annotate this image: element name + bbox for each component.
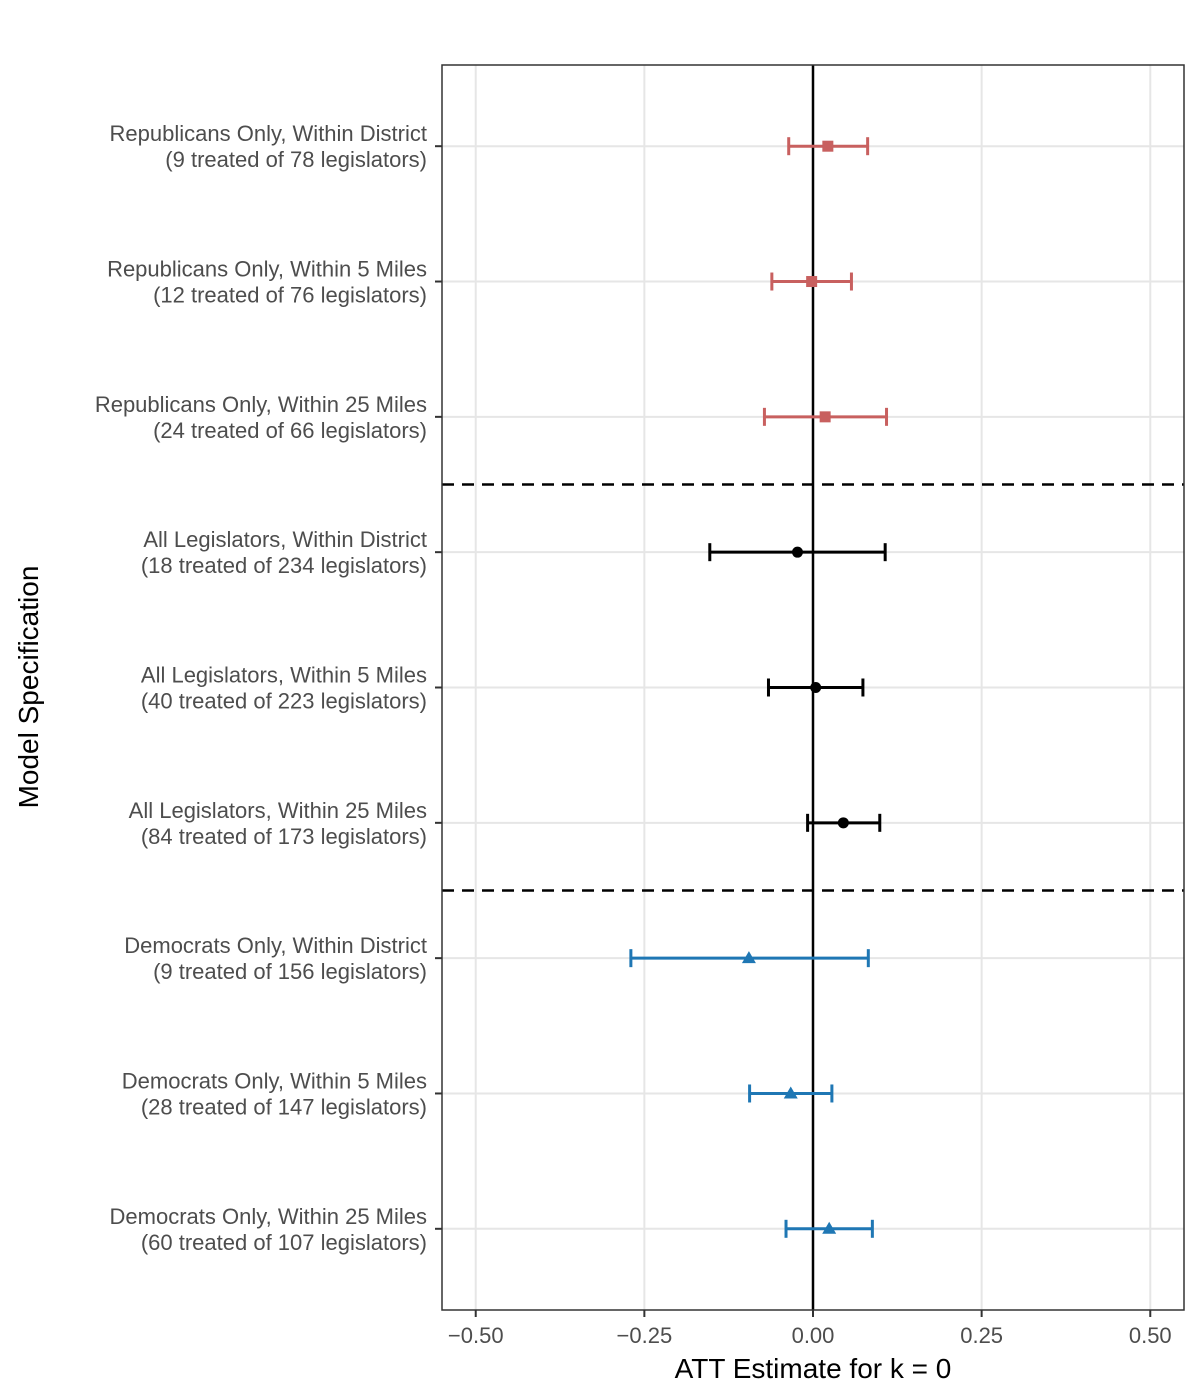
estimate-row-0 [787, 137, 870, 156]
y-label-2-line2: (24 treated of 66 legislators) [153, 418, 427, 443]
estimate-row-2 [762, 407, 889, 426]
x-tick-label-2: 0.00 [792, 1323, 835, 1348]
y-label-0-line1: Republicans Only, Within District [110, 121, 427, 146]
x-tick-label-0: −0.50 [448, 1323, 504, 1348]
x-tick-label-1: −0.25 [617, 1323, 673, 1348]
point-estimate-0 [822, 140, 834, 152]
y-label-8-line1: Democrats Only, Within 25 Miles [110, 1204, 427, 1229]
point-estimate-4 [810, 682, 822, 693]
estimate-row-8 [784, 1219, 874, 1238]
x-axis-labels: −0.50 −0.25 0.00 0.25 0.50 [448, 1323, 1172, 1348]
y-label-1-line1: Republicans Only, Within 5 Miles [107, 257, 427, 282]
point-estimate-6 [741, 951, 756, 964]
point-estimate-2 [819, 411, 831, 423]
point-estimate-7 [783, 1086, 798, 1099]
y-label-7-line2: (28 treated of 147 legislators) [141, 1094, 427, 1119]
point-estimate-3 [791, 546, 803, 558]
y-axis-title: Model Specification [13, 566, 44, 809]
y-label-4-line1: All Legislators, Within 5 Miles [141, 663, 427, 688]
axis-ticks [435, 145, 1152, 1317]
estimate-row-1 [770, 272, 853, 291]
y-label-5-line1: All Legislators, Within 25 Miles [129, 798, 427, 823]
point-estimate-1 [806, 276, 818, 288]
x-tick-label-3: 0.25 [960, 1323, 1003, 1348]
estimate-row-3 [708, 543, 887, 562]
y-label-1-line2: (12 treated of 76 legislators) [153, 283, 427, 308]
estimate-row-6 [629, 949, 870, 968]
y-label-5-line2: (84 treated of 173 legislators) [141, 824, 427, 849]
point-estimate-8 [822, 1221, 837, 1234]
y-label-4-line2: (40 treated of 223 legislators) [141, 689, 427, 714]
estimate-row-4 [766, 678, 865, 697]
y-label-8-line2: (60 treated of 107 legislators) [141, 1230, 427, 1255]
x-tick-label-4: 0.50 [1129, 1323, 1172, 1348]
estimates [629, 137, 889, 1238]
estimate-row-5 [806, 813, 882, 832]
y-label-3-line2: (18 treated of 234 legislators) [141, 553, 427, 578]
y-label-0-line2: (9 treated of 78 legislators) [165, 147, 427, 172]
y-label-2-line1: Republicans Only, Within 25 Miles [95, 392, 427, 417]
y-label-6-line1: Democrats Only, Within District [124, 933, 427, 958]
estimate-row-7 [748, 1084, 834, 1103]
y-axis-labels: Republicans Only, Within District(9 trea… [95, 121, 427, 1255]
point-estimate-5 [837, 817, 849, 829]
y-label-6-line2: (9 treated of 156 legislators) [153, 959, 427, 984]
y-label-3-line1: All Legislators, Within District [143, 527, 427, 552]
x-axis-title: ATT Estimate for k = 0 [675, 1353, 952, 1384]
y-label-7-line1: Democrats Only, Within 5 Miles [122, 1068, 427, 1093]
